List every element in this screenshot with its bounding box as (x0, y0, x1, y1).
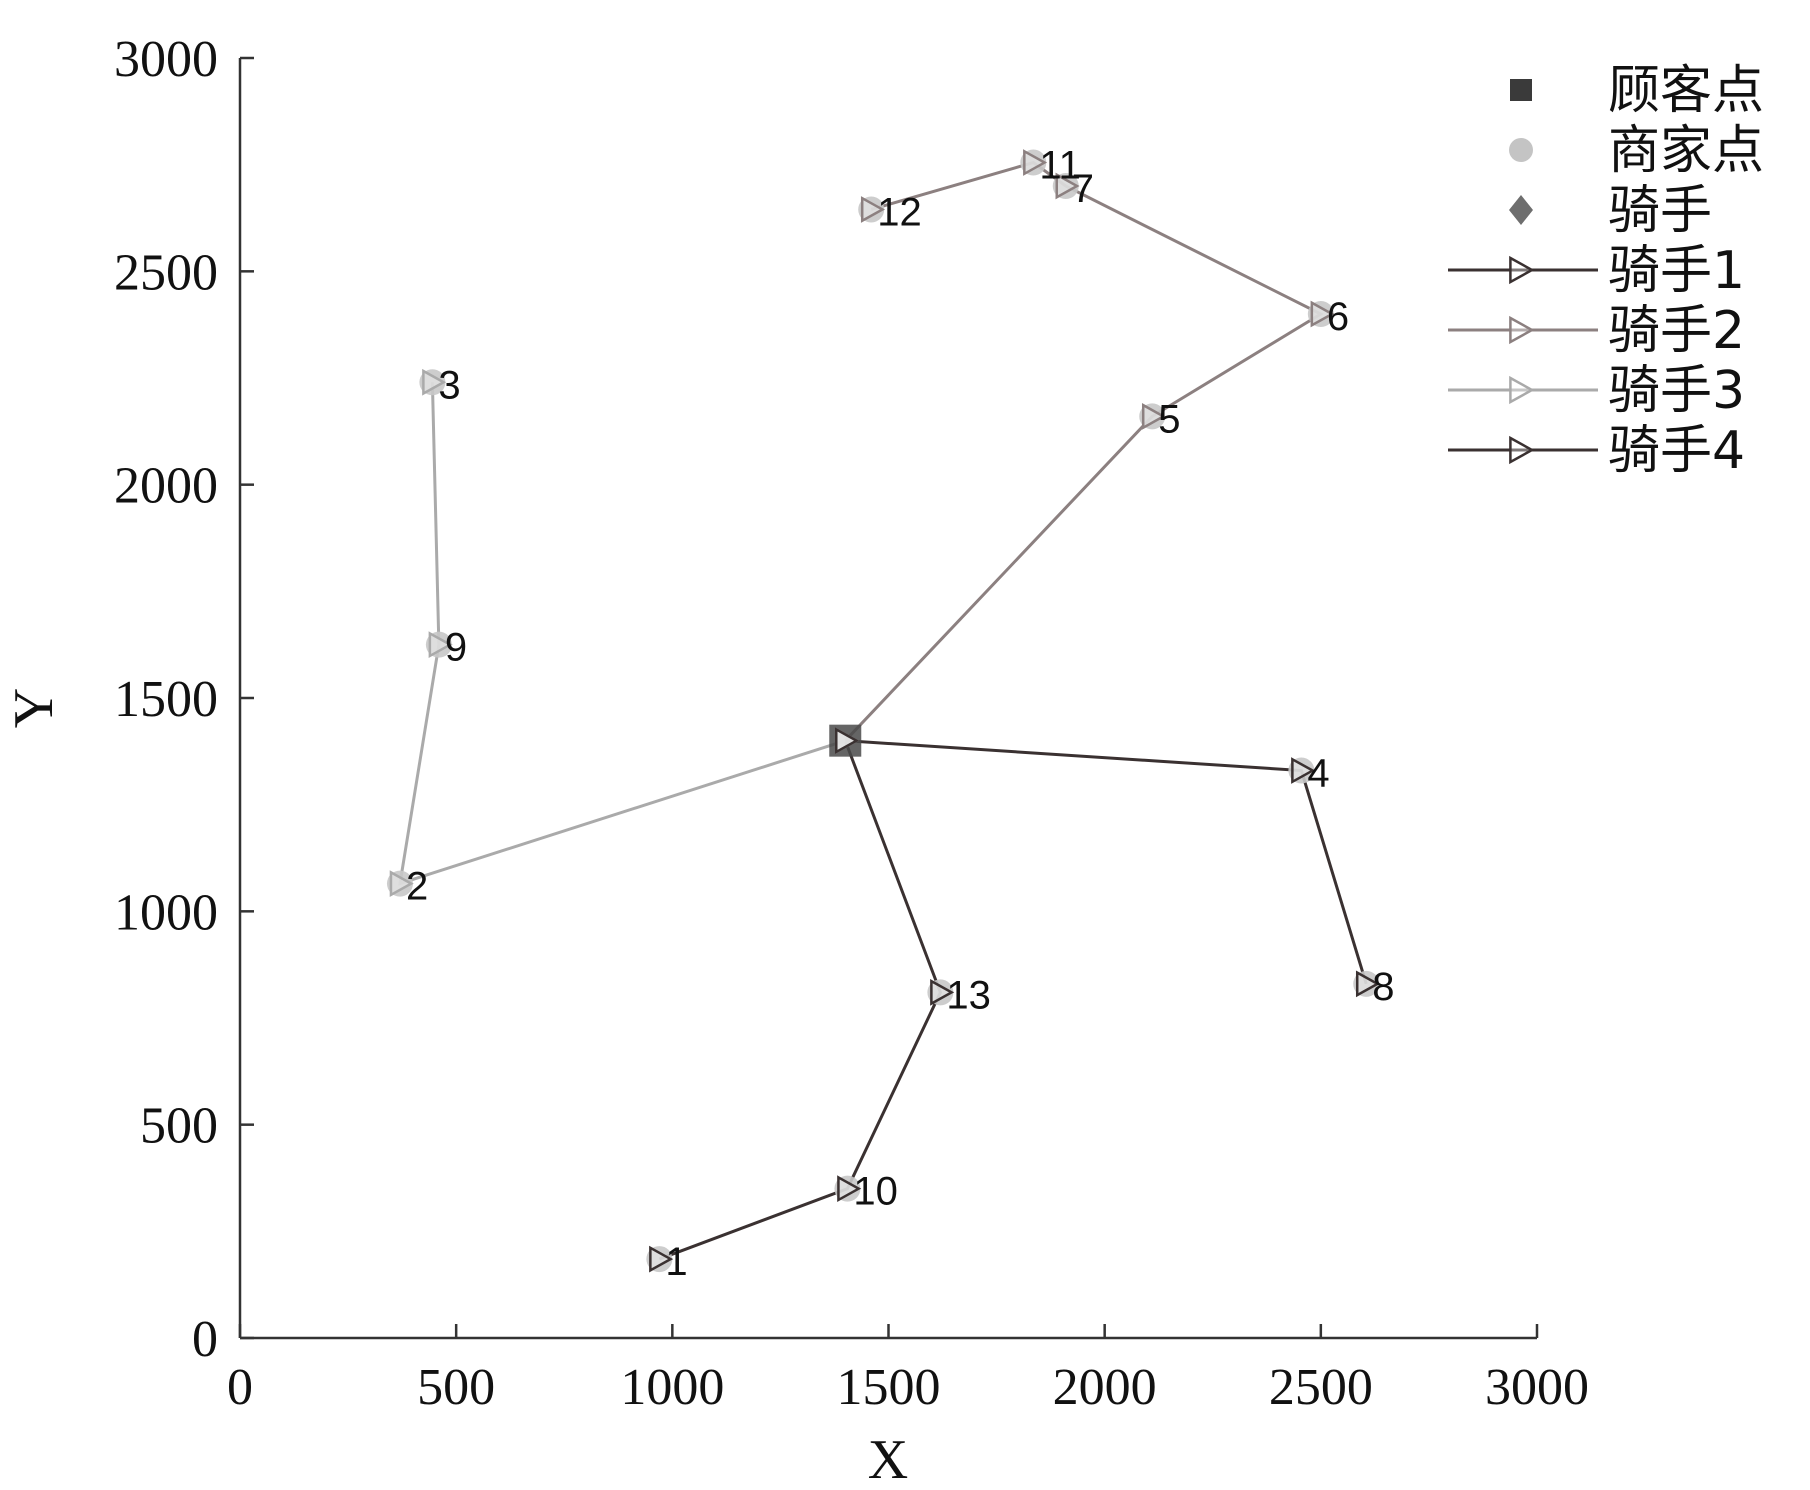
point-label: 2 (406, 865, 428, 909)
merchant-point (646, 1246, 673, 1273)
legend-triangle-marker (1509, 375, 1535, 405)
route-4-marker (835, 727, 860, 755)
y-tick-label: 3000 (114, 31, 218, 88)
merchant-point (1052, 173, 1079, 199)
legend-triangle-marker (1509, 255, 1535, 285)
route-4-marker (1355, 970, 1381, 998)
merchant-point (1288, 757, 1315, 784)
route-lines (398, 160, 1368, 1261)
route-2-line (844, 160, 1324, 742)
point-label: 13 (946, 973, 991, 1017)
y-tick-label: 1000 (114, 884, 218, 941)
x-tick-label: 2500 (1269, 1359, 1373, 1416)
legend-label: 骑手 (1608, 181, 1712, 241)
x-tick-label: 500 (417, 1359, 495, 1416)
merchant-point (927, 979, 954, 1006)
route-2-marker (1141, 403, 1167, 430)
legend-label: 商家点 (1608, 121, 1764, 181)
y-tick-label: 0 (192, 1311, 218, 1368)
point-label: 12 (877, 190, 922, 234)
route-4-marker (1291, 757, 1316, 784)
legend-label: 骑手4 (1608, 421, 1745, 481)
x-tick-label: 0 (227, 1359, 253, 1416)
route-3-marker (389, 870, 414, 897)
point-label: 6 (1327, 295, 1349, 339)
merchant-point (1307, 301, 1334, 327)
legend-square-marker (1510, 79, 1532, 101)
y-tick-label: 2000 (114, 458, 218, 515)
merchant-point (386, 870, 413, 897)
legend-triangle-marker (1509, 435, 1535, 465)
y-tick-label: 500 (140, 1098, 218, 1155)
merchant-point (1020, 149, 1047, 176)
y-tick-label: 2500 (114, 244, 218, 301)
point-label: 10 (853, 1170, 898, 1214)
route-3-line (398, 382, 846, 886)
route-2-marker (860, 196, 886, 223)
point-label: 8 (1372, 965, 1394, 1009)
point-label: 11 (1039, 144, 1081, 188)
route-1-line (658, 740, 943, 1261)
merchant-point (425, 631, 452, 658)
point-label: 7 (1072, 167, 1094, 211)
route-3-marker (428, 631, 453, 659)
x-tick-label: 1500 (837, 1359, 941, 1416)
point-label: 9 (445, 626, 467, 670)
axes: 0 500 1000 1500 2000 2500 3000 0 500 1000 1500 2000… (114, 31, 1589, 1416)
merchant-point (1353, 970, 1380, 997)
route-3-marker (422, 368, 447, 396)
merchant-point (834, 1175, 861, 1202)
point-label: 4 (1307, 752, 1329, 796)
merchant-point (858, 196, 885, 223)
legend-label: 骑手2 (1608, 301, 1745, 361)
x-tick-label: 3000 (1485, 1359, 1589, 1416)
route-1-marker (649, 1245, 674, 1273)
legend-label: 骑手1 (1608, 241, 1745, 301)
merchant-point (419, 369, 446, 396)
legend-label: 顾客点 (1608, 61, 1764, 121)
y-axis-label: Y (3, 688, 65, 728)
legend-diamond-marker (1509, 195, 1533, 225)
route-2-marker (1310, 300, 1335, 328)
y-tick-label: 1500 (114, 671, 218, 728)
route-2-marker (1023, 149, 1048, 176)
x-axis-label: X (868, 1429, 908, 1490)
legend-circle-marker (1509, 138, 1533, 162)
legend-triangle-marker (1509, 315, 1535, 345)
route-markers (386, 149, 1381, 1273)
route-2-marker (1055, 172, 1080, 200)
x-tick-label: 2000 (1053, 1359, 1157, 1416)
point-label: 1 (665, 1240, 687, 1284)
legend-label: 骑手3 (1608, 361, 1745, 421)
point-label: 3 (438, 363, 460, 407)
route-1-marker (930, 979, 955, 1006)
route-1-marker (837, 1175, 862, 1203)
merchant-point (1139, 403, 1166, 430)
point-label: 5 (1158, 397, 1180, 441)
x-tick-label: 1000 (620, 1359, 724, 1416)
